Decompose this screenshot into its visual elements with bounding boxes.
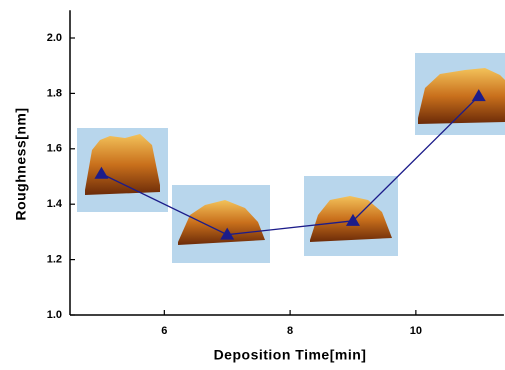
x-tick-label: 6: [161, 325, 167, 337]
y-tick-label: 2.0: [47, 32, 62, 44]
x-tick-label: 10: [410, 325, 422, 337]
y-tick-label: 1.4: [47, 198, 63, 210]
y-tick-label: 1.6: [47, 143, 62, 155]
chart: Deposition Time[min] Roughness[nm] 1.0 1.…: [0, 0, 505, 370]
x-tick-label: 8: [287, 325, 293, 337]
y-tick-label: 1.2: [47, 254, 62, 266]
y-tick-label: 1.0: [47, 309, 62, 321]
y-axis-label: Roughness[nm]: [13, 107, 29, 220]
afm-insets: [77, 53, 505, 263]
x-axis-label: Deposition Time[min]: [214, 347, 367, 363]
y-tick-label: 1.8: [47, 87, 62, 99]
